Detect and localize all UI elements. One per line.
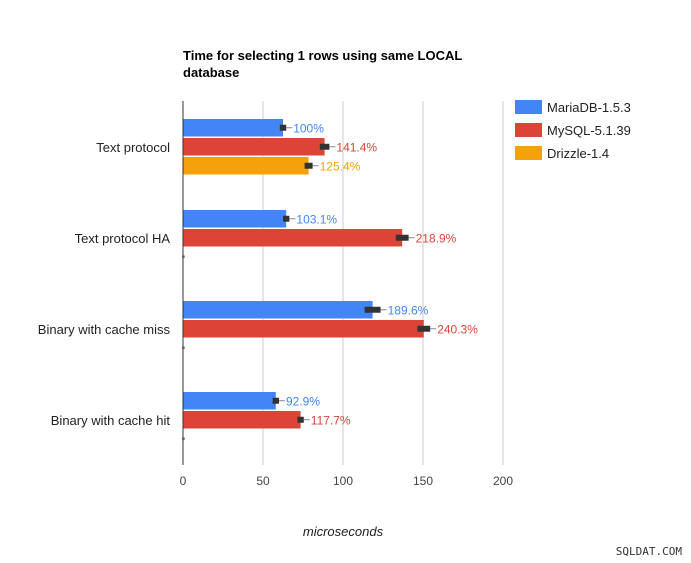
data-label: 240.3%	[437, 322, 478, 336]
chart-title: Time for selecting 1 rows using same LOC…	[183, 47, 483, 81]
error-bar	[304, 162, 313, 169]
error-bar	[417, 325, 431, 332]
error-bar	[297, 416, 304, 423]
x-tick-label: 0	[180, 474, 187, 488]
chart-title-line-2: database	[183, 65, 240, 80]
x-tick-label: 150	[413, 474, 433, 488]
bar	[183, 411, 301, 429]
data-label: 92.9%	[286, 394, 320, 408]
legend-label: Drizzle-1.4	[547, 146, 609, 161]
bar	[183, 320, 424, 338]
x-tick-label: 200	[493, 474, 513, 488]
data-label: 141.4%	[336, 140, 377, 154]
data-label: 103.1%	[296, 212, 337, 226]
legend-label: MariaDB-1.5.3	[547, 100, 631, 115]
error-bar	[272, 397, 279, 404]
data-label: 100%	[293, 121, 324, 135]
x-tick-label: 50	[256, 474, 270, 488]
x-tick-label: 100	[333, 474, 353, 488]
legend-label: MySQL-5.1.39	[547, 123, 631, 138]
x-axis-label: microseconds	[302, 524, 384, 539]
bar	[183, 210, 287, 228]
legend-swatch	[515, 123, 542, 137]
chart-title-line-1: Time for selecting 1 rows using same LOC…	[183, 48, 463, 63]
bar	[183, 392, 276, 410]
legend-swatch	[515, 100, 542, 114]
bar	[183, 157, 309, 175]
category-label: Text protocol HA	[75, 231, 171, 246]
error-bar	[283, 215, 290, 222]
data-label: 117.7%	[311, 413, 351, 427]
category-label: Text protocol	[96, 140, 170, 155]
category-label: Binary with cache miss	[38, 322, 171, 337]
data-label: 189.6%	[388, 303, 429, 317]
error-bar	[364, 306, 381, 313]
legend-swatch	[515, 146, 542, 160]
error-bar	[395, 234, 409, 241]
watermark: SQLDAT.COM	[615, 545, 682, 558]
error-bar	[279, 124, 287, 131]
bar	[183, 229, 403, 247]
category-label: Binary with cache hit	[51, 413, 171, 428]
data-label: 125.4%	[320, 159, 361, 173]
bar	[183, 138, 325, 156]
bar	[183, 119, 283, 137]
data-label: 218.9%	[416, 231, 457, 245]
bar	[183, 301, 373, 319]
error-bar	[319, 143, 330, 150]
